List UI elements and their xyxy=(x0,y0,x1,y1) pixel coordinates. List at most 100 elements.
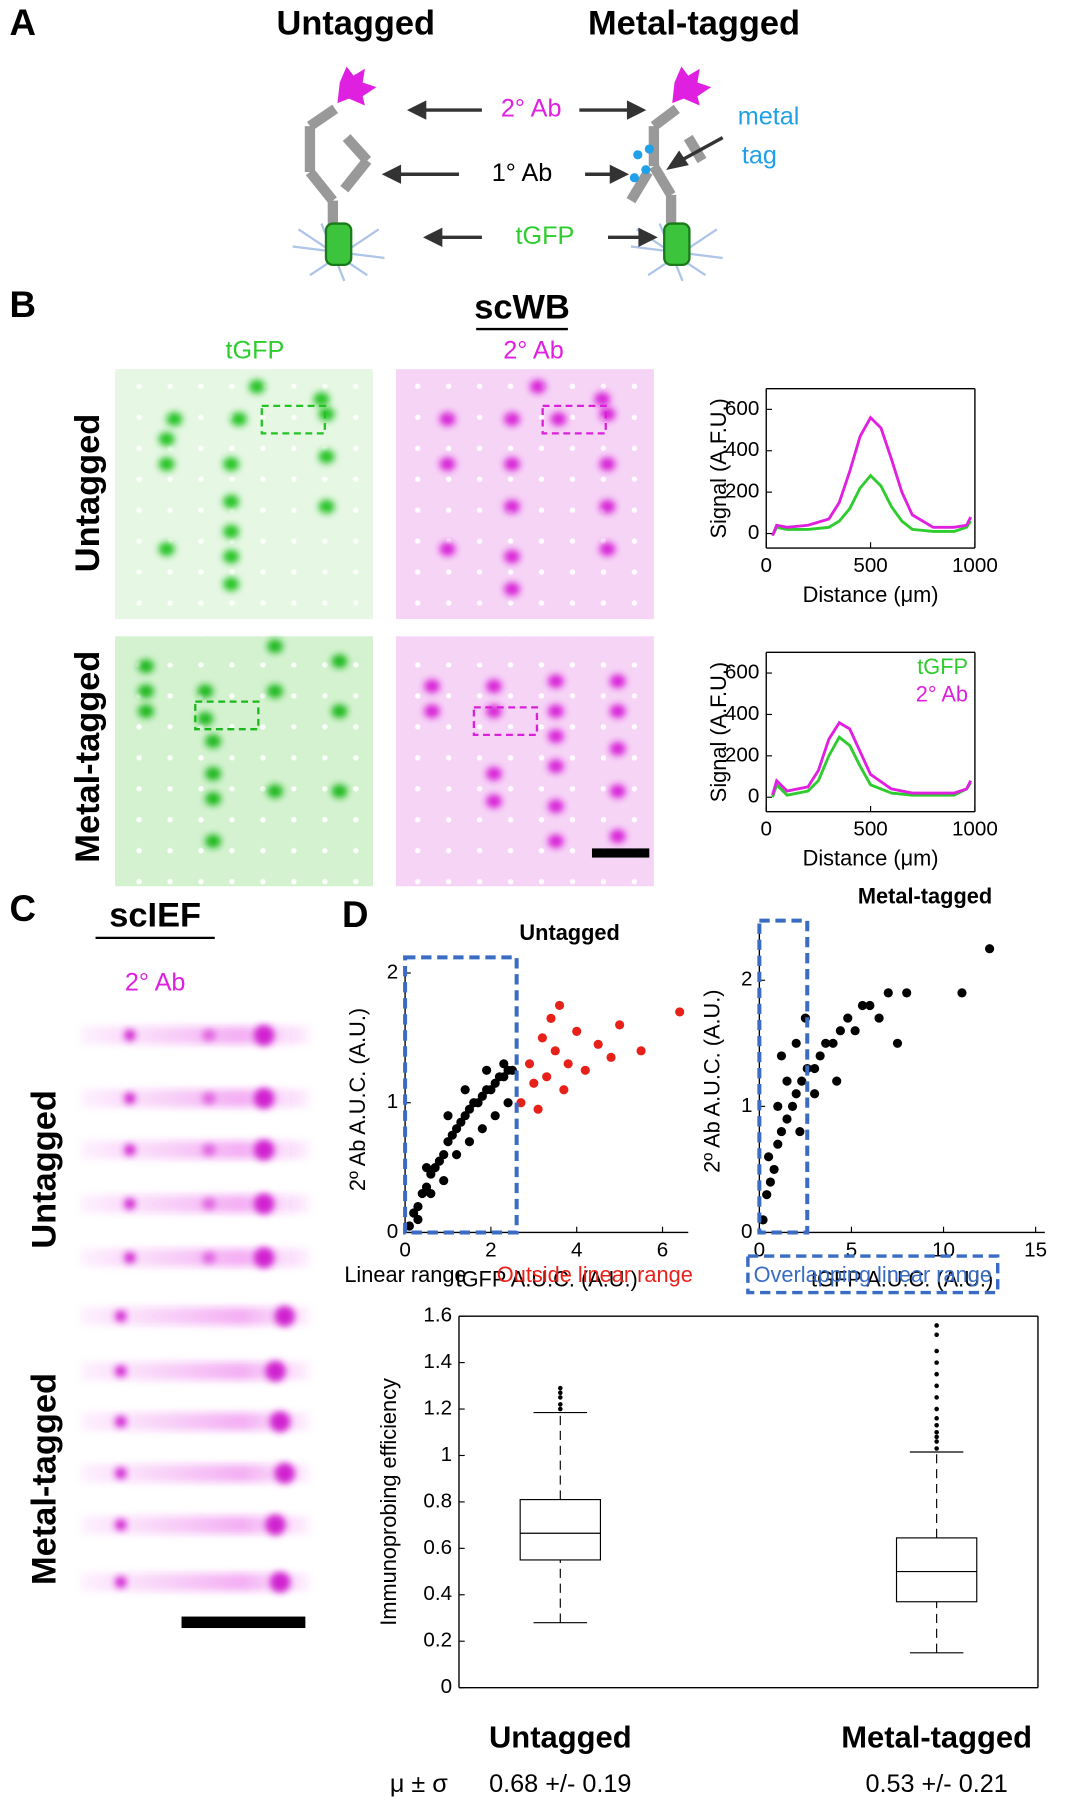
panel-label: A xyxy=(10,2,36,43)
band xyxy=(166,412,183,427)
roi-box xyxy=(260,404,326,435)
band xyxy=(594,392,611,407)
scatter-point xyxy=(439,1175,449,1186)
heading: Metal-tagged xyxy=(588,4,800,42)
scatter-point xyxy=(832,1076,842,1086)
band xyxy=(223,524,240,539)
line xyxy=(771,415,973,537)
scatter-point xyxy=(782,1076,792,1086)
scatter-point xyxy=(559,1085,569,1095)
untagged-antibody xyxy=(304,104,372,236)
scatter-point xyxy=(865,1000,875,1011)
y-tick-label: 600 xyxy=(725,661,759,684)
band xyxy=(503,582,521,596)
scatter-point xyxy=(477,1124,487,1134)
band xyxy=(318,499,335,514)
outlier xyxy=(934,1434,939,1440)
band xyxy=(503,412,521,427)
band xyxy=(547,704,564,719)
outlier xyxy=(558,1390,563,1396)
strip xyxy=(80,1026,310,1045)
outlier xyxy=(934,1371,939,1377)
row-label: Metal-tagged xyxy=(25,1373,63,1585)
y-tick-label: 200 xyxy=(725,743,759,766)
scatter-point xyxy=(776,1127,787,1137)
scatter-point xyxy=(815,1051,825,1061)
y-tick-label: 0 xyxy=(748,521,759,544)
scatter-point xyxy=(443,1137,453,1147)
band xyxy=(205,734,222,749)
band xyxy=(158,542,175,557)
chart-title: Untagged xyxy=(519,920,619,945)
scatter-point xyxy=(477,1091,487,1101)
band xyxy=(313,392,330,407)
band xyxy=(609,741,626,756)
wells xyxy=(115,369,373,620)
line xyxy=(771,735,972,798)
band xyxy=(331,784,348,799)
x-tick-label: 4 xyxy=(571,1238,582,1261)
y-tick-label: 400 xyxy=(725,438,759,461)
outlier xyxy=(934,1423,939,1428)
scatter-point xyxy=(464,1104,475,1114)
channel-label: 2° Ab xyxy=(125,968,186,996)
y-tick-label: 0.6 xyxy=(423,1536,452,1559)
strip xyxy=(80,1464,310,1483)
scatter-point xyxy=(563,1059,573,1069)
x-tick-label: 15 xyxy=(1024,1238,1047,1261)
strip xyxy=(80,1089,310,1108)
x-tick-label: 5 xyxy=(846,1238,857,1261)
scatter-point xyxy=(460,1111,470,1121)
band xyxy=(318,449,335,464)
scatter-point xyxy=(892,1038,903,1048)
scatter-point xyxy=(533,1104,543,1114)
scatter-point xyxy=(542,1072,552,1082)
scatter-point xyxy=(413,1201,423,1212)
scatter-point xyxy=(554,1000,565,1011)
scatter-point xyxy=(902,988,912,998)
x-tick-label: 6 xyxy=(657,1238,668,1261)
x-tick-label: 1000 xyxy=(952,554,998,577)
scatter-point xyxy=(426,1188,436,1199)
band xyxy=(547,729,564,744)
y-tick-label: 1.2 xyxy=(423,1396,452,1419)
panel-label: C xyxy=(10,888,36,929)
band xyxy=(599,542,616,557)
band xyxy=(205,766,222,781)
x-tick-label: 500 xyxy=(853,818,887,841)
scatter-point xyxy=(762,1190,772,1200)
scatter-point xyxy=(486,1085,496,1095)
x-tick-label: Untagged xyxy=(489,1719,632,1754)
scatter-point xyxy=(421,1182,432,1192)
scatter-point xyxy=(615,1020,625,1030)
x-tick-label: 0 xyxy=(399,1238,410,1261)
scatter-point xyxy=(636,1046,646,1056)
scatter-point xyxy=(773,1101,783,1111)
x-axis-label: Distance (μm) xyxy=(803,846,939,871)
y-axis-label: Signal (A.F.U.) xyxy=(706,398,731,538)
x-tick-label: 0 xyxy=(760,554,771,577)
band xyxy=(253,1088,275,1109)
scatter-point xyxy=(797,1076,807,1086)
band xyxy=(331,704,348,719)
row-label: Untagged xyxy=(69,414,107,572)
scatter-point xyxy=(490,1078,500,1088)
legend-box xyxy=(746,1254,1000,1295)
scatter-point xyxy=(606,1052,616,1062)
band xyxy=(115,1310,127,1322)
band xyxy=(266,639,283,654)
scatter-point xyxy=(843,1013,853,1023)
band xyxy=(124,1144,136,1156)
x-axis-label: Distance (μm) xyxy=(803,582,939,607)
legend-entry: 2° Ab xyxy=(916,682,968,707)
band xyxy=(424,679,441,694)
scatter-point xyxy=(810,1063,820,1074)
scatter-point xyxy=(857,1000,868,1011)
band xyxy=(503,499,521,514)
scatter-point xyxy=(503,1098,513,1108)
scatter-point xyxy=(828,1038,838,1048)
strip xyxy=(80,1362,310,1381)
scale-bar xyxy=(591,848,650,858)
y-tick-label: 0.2 xyxy=(423,1629,452,1652)
y-tick-label: 600 xyxy=(725,397,759,420)
